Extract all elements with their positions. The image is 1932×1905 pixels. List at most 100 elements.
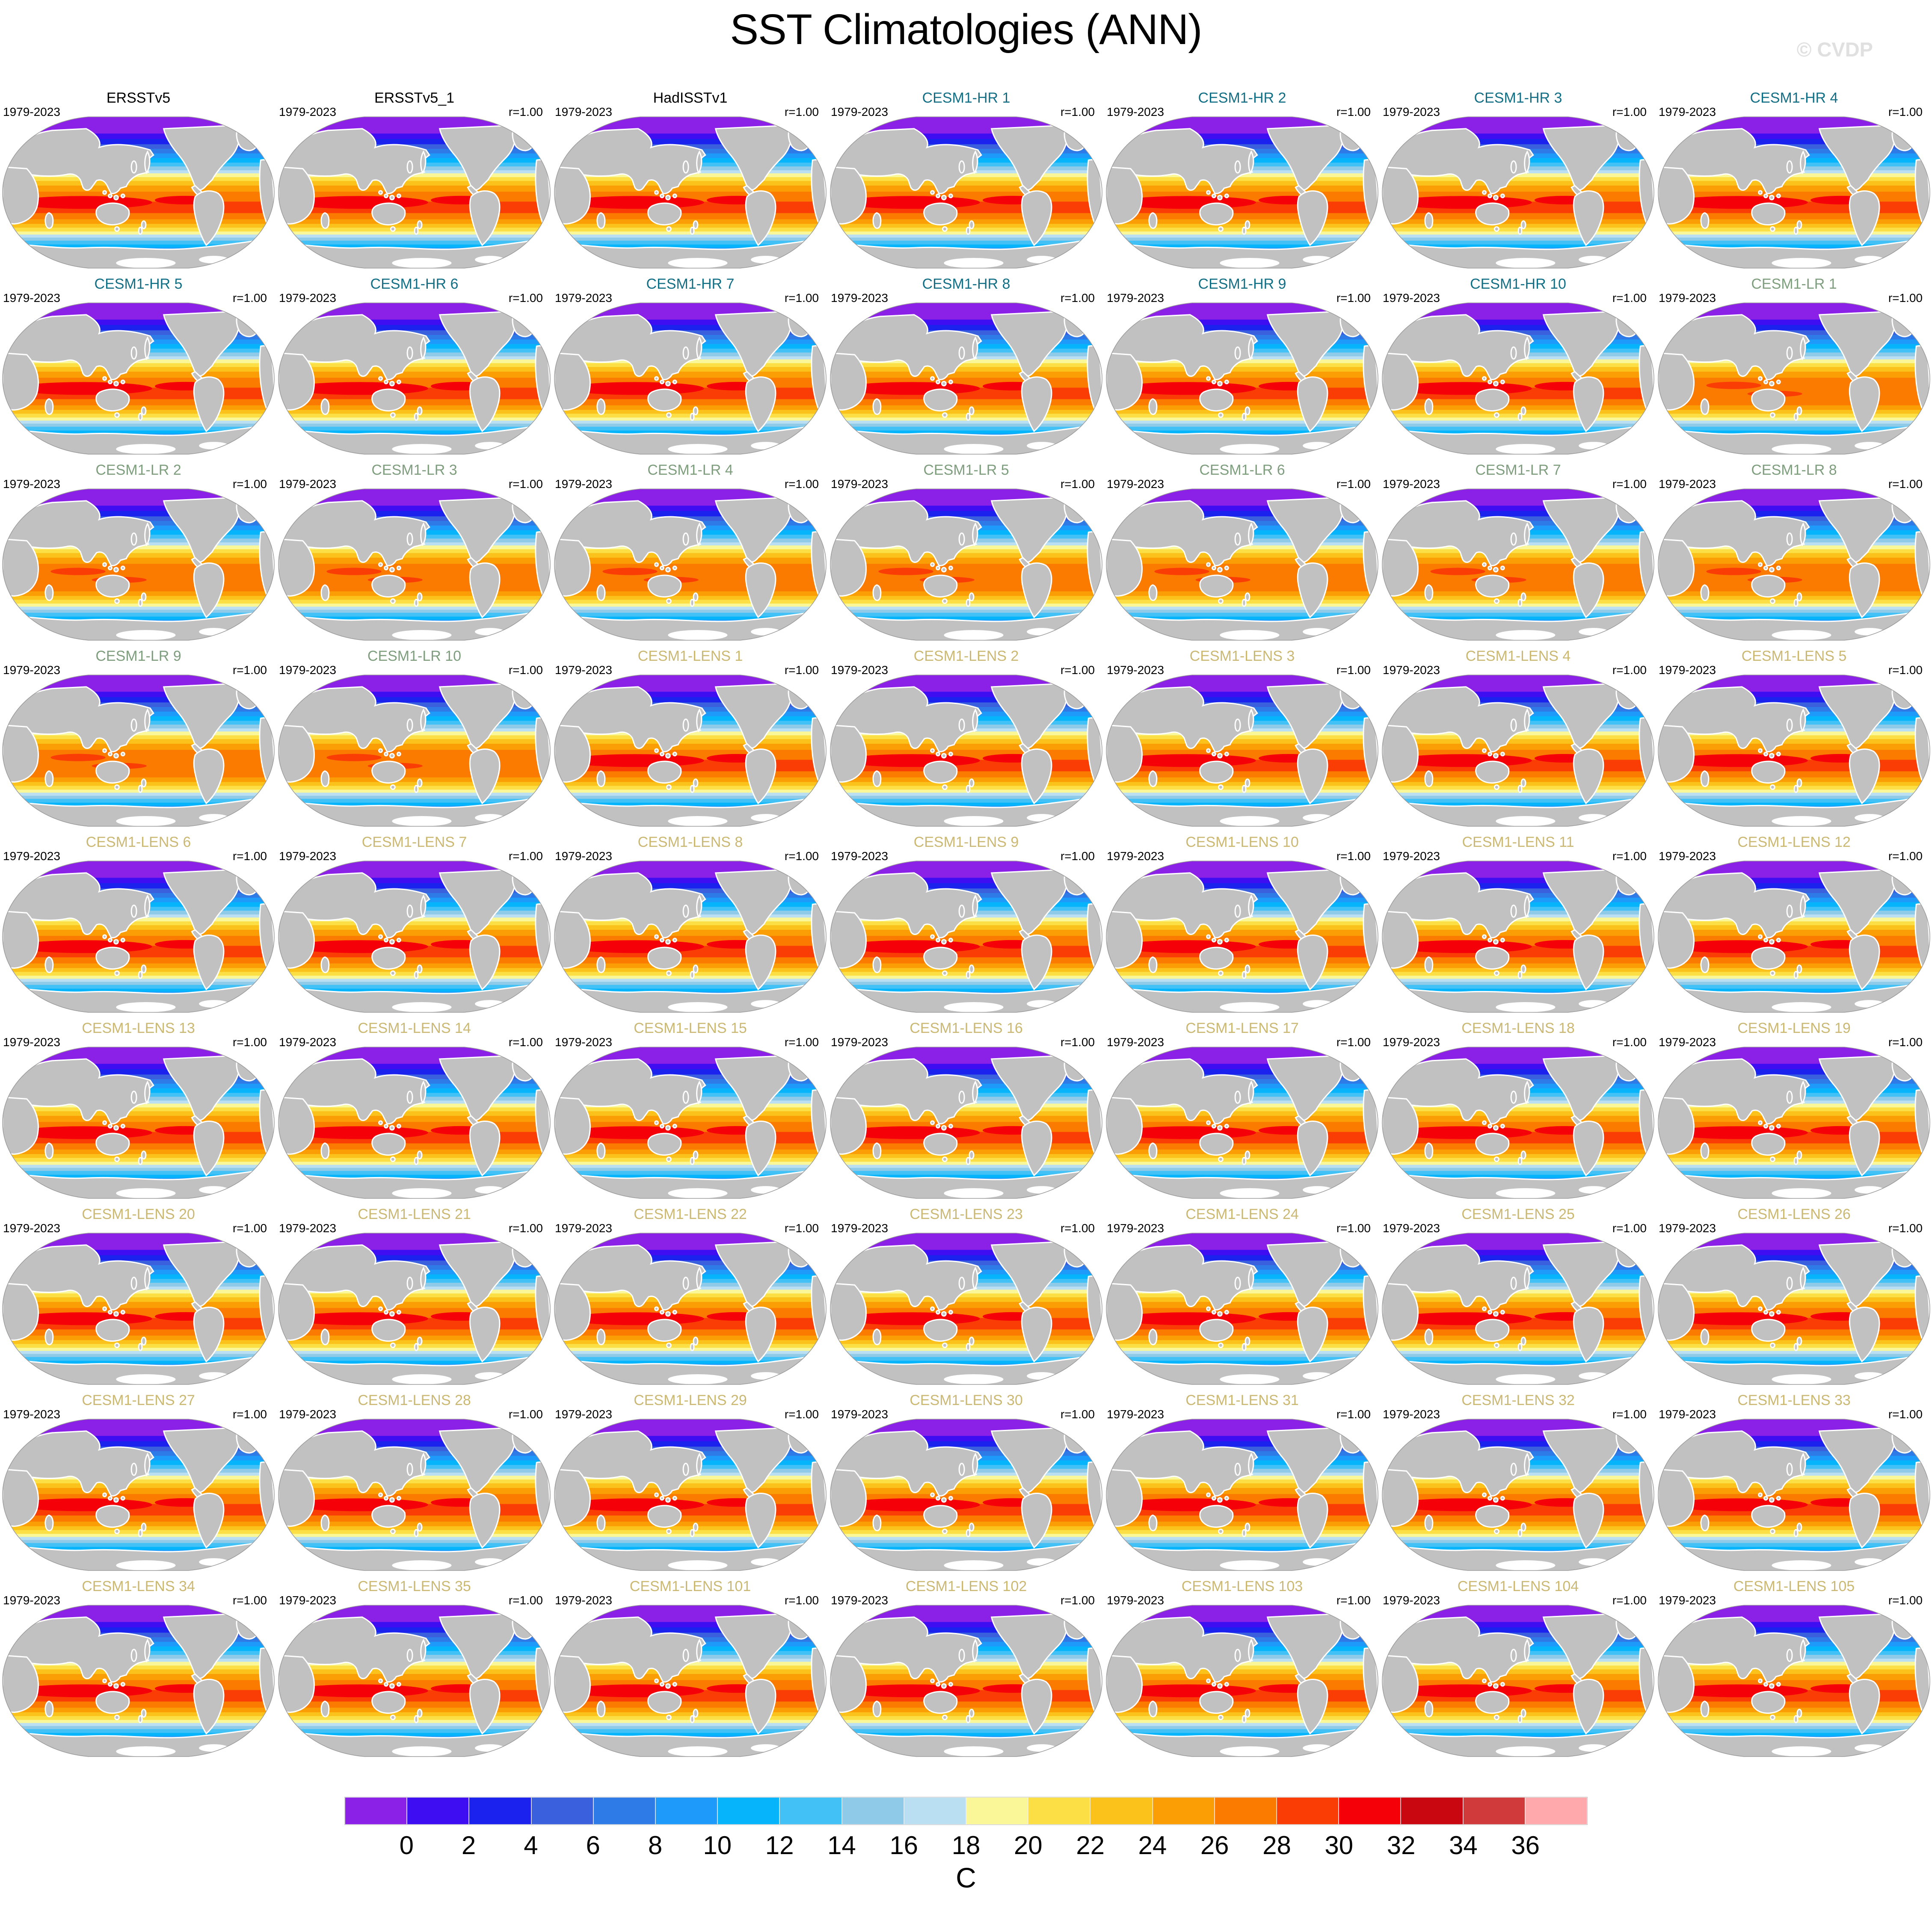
world-map <box>1106 674 1378 827</box>
panel-r-value: r=1.00 <box>1060 1035 1095 1049</box>
panel-title: CESM1-LENS 105 <box>1733 1578 1855 1594</box>
panel-grid: ERSSTv5 1979-2023 ERSSTv5_1 1979-2023 r=1.00… <box>0 84 1932 1758</box>
panel-r-value: r=1.00 <box>784 291 819 305</box>
panel-r-value: r=1.00 <box>1888 1035 1923 1049</box>
panel-period-label: 1979-2023 <box>279 291 336 305</box>
panel-period-label: 1979-2023 <box>1383 663 1440 677</box>
panel-period-label: 1979-2023 <box>1107 477 1164 491</box>
map-panel: CESM1-HR 6 1979-2023 r=1.00 <box>276 270 552 456</box>
world-map <box>554 116 827 269</box>
map-panel: CESM1-LENS 33 1979-2023 r=1.00 <box>1656 1386 1932 1572</box>
map-panel: CESM1-LENS 11 1979-2023 r=1.00 <box>1380 828 1656 1014</box>
world-map <box>1658 674 1930 827</box>
colorbar-segment <box>1463 1797 1525 1825</box>
panel-r-value: r=1.00 <box>232 1222 267 1235</box>
map-panel: CESM1-LENS 6 1979-2023 r=1.00 <box>0 828 276 1014</box>
world-map <box>1658 116 1930 269</box>
colorbar-tick-label: 6 <box>586 1831 600 1860</box>
panel-title: CESM1-LR 8 <box>1751 462 1837 478</box>
map-panel: CESM1-LENS 20 1979-2023 r=1.00 <box>0 1200 276 1386</box>
panel-title: CESM1-HR 3 <box>1474 90 1562 106</box>
world-map <box>830 488 1102 641</box>
colorbar-segment <box>717 1797 780 1825</box>
panel-title: CESM1-LENS 7 <box>362 834 467 850</box>
map-panel: CESM1-LENS 10 1979-2023 r=1.00 <box>1104 828 1380 1014</box>
map-panel: CESM1-LENS 30 1979-2023 r=1.00 <box>828 1386 1104 1572</box>
map-panel: CESM1-LENS 24 1979-2023 r=1.00 <box>1104 1200 1380 1386</box>
panel-r-value: r=1.00 <box>508 291 543 305</box>
world-map <box>554 1233 827 1385</box>
world-map <box>830 861 1102 1013</box>
colorbar-segment <box>904 1797 966 1825</box>
panel-title: CESM1-LENS 28 <box>358 1392 471 1408</box>
world-map <box>1106 1605 1378 1757</box>
panel-period-label: 1979-2023 <box>1383 1408 1440 1421</box>
map-panel: CESM1-LENS 101 1979-2023 r=1.00 <box>552 1572 828 1758</box>
map-panel: CESM1-LENS 2 1979-2023 r=1.00 <box>828 642 1104 828</box>
map-panel: CESM1-LENS 13 1979-2023 r=1.00 <box>0 1014 276 1200</box>
panel-title: CESM1-LENS 21 <box>358 1206 471 1222</box>
panel-r-value: r=1.00 <box>232 849 267 863</box>
panel-title: CESM1-LENS 13 <box>82 1020 195 1036</box>
panel-period-label: 1979-2023 <box>3 1035 60 1049</box>
world-map <box>1382 1419 1654 1571</box>
panel-title: CESM1-HR 2 <box>1198 90 1286 106</box>
panel-title: CESM1-LENS 18 <box>1461 1020 1575 1036</box>
panel-r-value: r=1.00 <box>1336 1408 1371 1421</box>
panel-period-label: 1979-2023 <box>1107 663 1164 677</box>
map-panel: ERSSTv5 1979-2023 <box>0 84 276 270</box>
map-panel: CESM1-LENS 27 1979-2023 r=1.00 <box>0 1386 276 1572</box>
world-map <box>1658 488 1930 641</box>
panel-period-label: 1979-2023 <box>555 291 612 305</box>
map-panel: CESM1-HR 9 1979-2023 r=1.00 <box>1104 270 1380 456</box>
panel-r-value: r=1.00 <box>1612 1222 1647 1235</box>
panel-r-value: r=1.00 <box>508 1594 543 1607</box>
panel-period-label: 1979-2023 <box>3 105 60 118</box>
map-panel: CESM1-LR 8 1979-2023 r=1.00 <box>1656 456 1932 642</box>
world-map <box>2 1419 275 1571</box>
world-map <box>554 1605 827 1757</box>
colorbar-segment <box>469 1797 531 1825</box>
colorbar-tick-label: 36 <box>1511 1831 1540 1860</box>
panel-period-label: 1979-2023 <box>279 105 336 118</box>
panel-r-value: r=1.00 <box>232 663 267 677</box>
map-panel: CESM1-LENS 1 1979-2023 r=1.00 <box>552 642 828 828</box>
panel-period-label: 1979-2023 <box>1659 849 1716 863</box>
panel-period-label: 1979-2023 <box>831 849 888 863</box>
colorbar-tick-label: 32 <box>1387 1831 1416 1860</box>
map-panel: CESM1-HR 5 1979-2023 r=1.00 <box>0 270 276 456</box>
colorbar-segment <box>1214 1797 1277 1825</box>
panel-title: CESM1-LENS 34 <box>82 1578 195 1594</box>
panel-period-label: 1979-2023 <box>555 477 612 491</box>
panel-title: CESM1-LENS 9 <box>913 834 1019 850</box>
map-panel: CESM1-LENS 17 1979-2023 r=1.00 <box>1104 1014 1380 1200</box>
world-map <box>1106 116 1378 269</box>
world-map <box>1382 674 1654 827</box>
colorbar-segment <box>1339 1797 1401 1825</box>
map-panel: CESM1-LENS 22 1979-2023 r=1.00 <box>552 1200 828 1386</box>
panel-period-label: 1979-2023 <box>1383 1594 1440 1607</box>
world-map <box>278 1233 551 1385</box>
map-panel: CESM1-LENS 29 1979-2023 r=1.00 <box>552 1386 828 1572</box>
map-panel: CESM1-LENS 23 1979-2023 r=1.00 <box>828 1200 1104 1386</box>
world-map <box>1658 1233 1930 1385</box>
map-panel: CESM1-HR 4 1979-2023 r=1.00 <box>1656 84 1932 270</box>
panel-period-label: 1979-2023 <box>279 1222 336 1235</box>
colorbar-tick-label: 22 <box>1076 1831 1105 1860</box>
world-map <box>1658 861 1930 1013</box>
panel-r-value: r=1.00 <box>1888 291 1923 305</box>
panel-period-label: 1979-2023 <box>1107 849 1164 863</box>
panel-title: CESM1-HR 1 <box>922 90 1010 106</box>
panel-period-label: 1979-2023 <box>555 1594 612 1607</box>
panel-title: CESM1-LR 2 <box>95 462 181 478</box>
world-map <box>2 116 275 269</box>
panel-r-value: r=1.00 <box>1336 477 1371 491</box>
map-panel: CESM1-LR 3 1979-2023 r=1.00 <box>276 456 552 642</box>
panel-title: CESM1-LENS 32 <box>1461 1392 1575 1408</box>
cvdp-watermark: © CVDP <box>1796 38 1873 61</box>
world-map <box>2 1047 275 1199</box>
map-panel: ERSSTv5_1 1979-2023 r=1.00 <box>276 84 552 270</box>
map-panel: CESM1-LENS 8 1979-2023 r=1.00 <box>552 828 828 1014</box>
colorbar-unit: C <box>956 1862 976 1893</box>
